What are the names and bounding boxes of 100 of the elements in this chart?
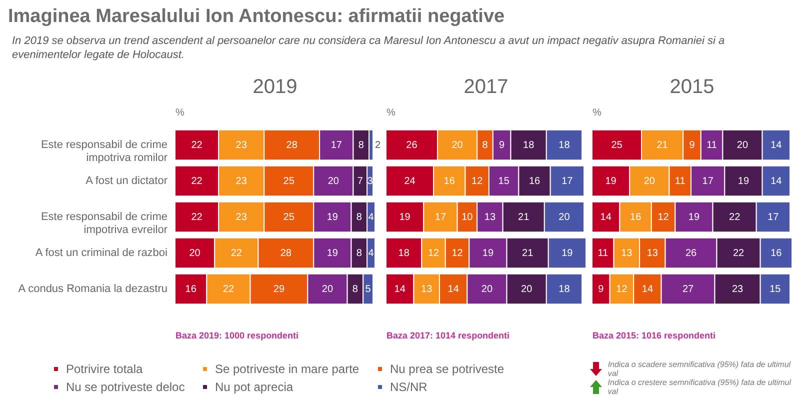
data-label: 23 (732, 284, 744, 295)
data-label: 19 (738, 176, 750, 187)
data-label: 15 (770, 284, 782, 295)
chart-title: 2017 (464, 76, 508, 98)
data-label: 10 (462, 212, 474, 223)
data-label: 8 (358, 140, 364, 151)
data-label: 11 (598, 248, 609, 259)
data-label: 12 (428, 248, 440, 259)
text: Imaginea Maresalului Ion Antonescu: afirmatii negative (8, 6, 506, 28)
data-label: 16 (185, 284, 197, 295)
data-label: 20 (736, 140, 748, 151)
data-label: 19 (482, 248, 494, 259)
data-label: 14 (448, 284, 460, 295)
data-label: 20 (558, 212, 570, 223)
data-label: 12 (616, 284, 628, 295)
text: Indica o crestere semnificativa (95%) fata de ultimul val (608, 378, 792, 396)
data-label: 13 (484, 212, 496, 223)
data-label: 21 (656, 140, 668, 151)
chart-title: 2019 (252, 76, 298, 98)
data-label: 19 (399, 212, 411, 223)
data-label: 17 (434, 212, 446, 223)
data-label: 20 (481, 284, 493, 295)
data-label: 19 (605, 176, 617, 187)
data-label: 14 (770, 140, 782, 151)
chart-title: 2015 (670, 76, 714, 98)
data-label: 20 (328, 176, 340, 187)
data-label: 25 (283, 176, 295, 187)
data-label: 23 (236, 140, 248, 151)
data-label: 22 (191, 140, 203, 151)
text: Baza 2017: 1014 respondenti (386, 330, 510, 340)
text: Baza 2019: 1000 respondenti (176, 330, 299, 340)
data-label: 20 (521, 284, 533, 295)
data-label: 11 (706, 140, 718, 151)
data-label: 13 (621, 248, 633, 259)
data-label: 16 (770, 248, 782, 259)
data-label: 18 (558, 140, 570, 151)
data-label: 9 (598, 284, 604, 295)
y-tick-label: A fost un criminal de razboi (35, 247, 168, 259)
data-label: 29 (273, 284, 285, 295)
data-label: 3 (367, 176, 374, 187)
data-label: 8 (352, 284, 358, 295)
data-label: 22 (230, 248, 242, 259)
legend-label: NS/NR (390, 380, 428, 394)
data-label: 8 (356, 248, 362, 259)
data-label: 25 (283, 212, 295, 223)
text: Indica o scadere semnificativa (95%) fata de ultimul val (608, 360, 792, 378)
data-label: 17 (768, 212, 780, 223)
data-label: 18 (558, 284, 570, 295)
data-label: 15 (498, 176, 510, 187)
data-label: 17 (702, 176, 714, 187)
y-tick-label: A fost un dictator (86, 175, 168, 187)
data-label: 20 (452, 140, 464, 151)
y-axis-title: % (592, 108, 602, 118)
data-label: 5 (365, 284, 372, 295)
data-label: 27 (682, 284, 694, 295)
data-label: 18 (523, 140, 535, 151)
text: Baza 2015: 1016 respondenti (592, 330, 716, 340)
data-label: 20 (322, 284, 334, 295)
data-label: 9 (499, 140, 506, 151)
data-label: 16 (528, 176, 541, 187)
data-label: 14 (642, 284, 654, 295)
data-label: 4 (368, 212, 374, 223)
data-label: 8 (356, 212, 362, 223)
data-label: 23 (236, 212, 248, 223)
data-label: 9 (689, 140, 696, 151)
data-label: 14 (770, 176, 782, 187)
legend-label: Potrivire totala (66, 362, 144, 376)
data-label: 26 (406, 140, 418, 151)
data-label: 12 (472, 176, 484, 187)
data-label: 24 (404, 176, 416, 187)
data-label: 19 (688, 212, 700, 223)
data-label: 17 (562, 176, 574, 187)
data-label: 8 (482, 140, 488, 151)
data-label: 28 (280, 248, 292, 259)
data-label: 20 (189, 248, 201, 259)
data-label: 28 (286, 140, 298, 151)
legend-label: Se potriveste in mare parte (215, 362, 360, 376)
data-label: 19 (326, 212, 338, 223)
data-label: 18 (398, 248, 410, 259)
y-axis-title: % (386, 108, 396, 118)
data-label: 17 (330, 140, 342, 151)
data-label: 20 (644, 176, 656, 187)
legend-label: Nu se potriveste deloc (66, 380, 185, 394)
data-label: 13 (421, 284, 433, 295)
data-label: 23 (236, 176, 248, 187)
data-label: 21 (522, 248, 534, 259)
data-label: 16 (630, 212, 642, 223)
data-label: 16 (444, 176, 456, 187)
data-label: 22 (191, 176, 203, 187)
y-tick-label: Este responsabil de crime impotriva evreilor (40, 211, 168, 236)
data-label: 19 (562, 248, 574, 259)
data-label: 22 (729, 212, 741, 223)
data-label: 4 (368, 248, 374, 259)
legend-label: Nu prea se potriveste (390, 362, 504, 376)
data-label: 14 (394, 284, 406, 295)
data-label: 22 (191, 212, 203, 223)
data-label: 26 (685, 248, 698, 259)
data-label: 7 (357, 176, 364, 187)
data-label: 11 (674, 176, 686, 187)
y-tick-label: Este responsabil de crime impotriva romilor (40, 139, 168, 164)
